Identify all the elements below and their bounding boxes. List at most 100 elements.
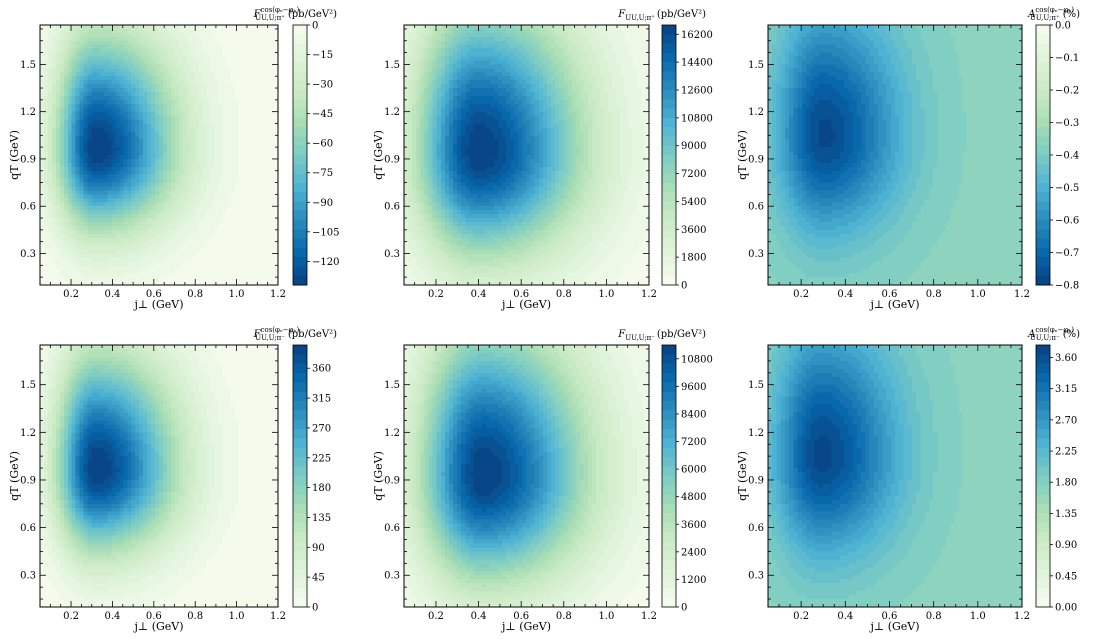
heatmap-cell: [198, 56, 204, 62]
heatmap-cell: [424, 84, 430, 89]
heatmap-cell: [51, 273, 57, 278]
heatmap-cell: [266, 218, 271, 223]
heatmap-cell: [222, 123, 228, 129]
heatmap-cell: [147, 233, 152, 239]
heatmap-cell: [63, 76, 69, 81]
heatmap-cell: [424, 198, 430, 203]
heatmap-cell: [230, 151, 235, 156]
heatmap-cell: [162, 68, 168, 73]
heatmap-cell: [67, 206, 73, 211]
heatmap-cell: [83, 194, 89, 199]
heatmap-cell: [182, 60, 188, 65]
heatmap-cell: [135, 245, 140, 251]
heatmap-cell: [111, 249, 116, 255]
heatmap-cell: [424, 186, 430, 192]
heatmap-cell: [151, 60, 156, 65]
heatmap-cell: [155, 123, 160, 129]
heatmap-cell: [83, 131, 89, 136]
heatmap-cell: [274, 84, 279, 89]
heatmap-cell: [432, 107, 438, 113]
heatmap-cell: [91, 68, 97, 73]
heatmap-cell: [202, 261, 208, 266]
heatmap-cell: [226, 32, 231, 38]
heatmap-cell: [131, 48, 136, 54]
heatmap-cell: [99, 277, 105, 282]
heatmap-cell: [83, 182, 89, 188]
heatmap-cell: [222, 95, 228, 101]
heatmap-cell: [155, 44, 160, 50]
heatmap-cell: [135, 158, 140, 164]
heatmap-cell: [457, 84, 462, 89]
heatmap-cell: [178, 111, 184, 117]
heatmap-cell: [214, 194, 220, 199]
heatmap-cell: [194, 241, 200, 247]
heatmap-cell: [155, 170, 160, 176]
heatmap-cell: [202, 257, 208, 262]
heatmap-cell: [139, 80, 144, 85]
heatmap-cell: [55, 198, 61, 203]
heatmap-cell: [75, 162, 81, 168]
heatmap-cell: [190, 265, 196, 270]
heatmap-cell: [234, 95, 239, 101]
heatmap-cell: [416, 241, 421, 247]
heatmap-cell: [186, 166, 192, 172]
heatmap-cell: [95, 190, 101, 195]
heatmap-cell: [448, 225, 454, 231]
heatmap-cell: [218, 95, 224, 101]
heatmap-cell: [242, 182, 247, 188]
heatmap-cell: [416, 198, 421, 203]
heatmap-cell: [412, 261, 417, 266]
heatmap-cell: [412, 249, 417, 255]
heatmap-cell: [40, 44, 45, 50]
heatmap-cell: [63, 178, 69, 184]
heatmap-cell: [453, 64, 458, 69]
heatmap-cell: [170, 103, 176, 109]
heatmap-cell: [420, 88, 426, 93]
heatmap-cell: [159, 32, 164, 38]
heatmap-cell: [99, 218, 105, 223]
heatmap-cell: [83, 198, 89, 203]
heatmap-cell: [254, 194, 259, 199]
heatmap-cell: [91, 127, 97, 132]
heatmap-cell: [55, 88, 61, 93]
heatmap-cell: [174, 210, 180, 215]
heatmap-cell: [408, 32, 413, 38]
heatmap-cell: [432, 64, 438, 69]
heatmap-cell: [159, 190, 164, 195]
heatmap-cell: [186, 249, 192, 255]
heatmap-cell: [139, 178, 144, 184]
heatmap-cell: [143, 182, 148, 188]
heatmap-cell: [214, 151, 220, 156]
heatmap-cell: [155, 225, 160, 231]
heatmap-cell: [51, 32, 57, 38]
heatmap-cell: [178, 139, 184, 144]
heatmap-cell: [59, 162, 65, 168]
heatmap-cell: [222, 25, 228, 30]
heatmap-cell: [420, 36, 426, 42]
heatmap-cell: [254, 44, 259, 50]
heatmap-cell: [127, 32, 132, 38]
heatmap-cell: [178, 210, 184, 215]
heatmap-cell: [40, 119, 45, 125]
heatmap-cell: [51, 52, 57, 58]
heatmap-cell: [47, 60, 53, 65]
heatmap-cell: [55, 237, 61, 243]
heatmap-cell: [75, 76, 81, 81]
heatmap-cell: [214, 88, 220, 93]
heatmap-cell: [139, 84, 144, 89]
heatmap-cell: [194, 218, 200, 223]
heatmap-cell: [107, 206, 112, 211]
heatmap-cell: [67, 80, 73, 85]
heatmap-cell: [79, 277, 85, 282]
heatmap-cell: [258, 178, 263, 184]
heatmap-cell: [262, 139, 267, 144]
heatmap-cell: [178, 64, 184, 69]
heatmap-cell: [55, 155, 61, 160]
heatmap-cell: [131, 32, 136, 38]
heatmap-cell: [186, 123, 192, 129]
heatmap-cell: [151, 143, 156, 148]
heatmap-cell: [182, 257, 188, 262]
heatmap-cell: [71, 115, 77, 121]
heatmap-cell: [242, 206, 247, 211]
heatmap-cell: [226, 202, 231, 207]
